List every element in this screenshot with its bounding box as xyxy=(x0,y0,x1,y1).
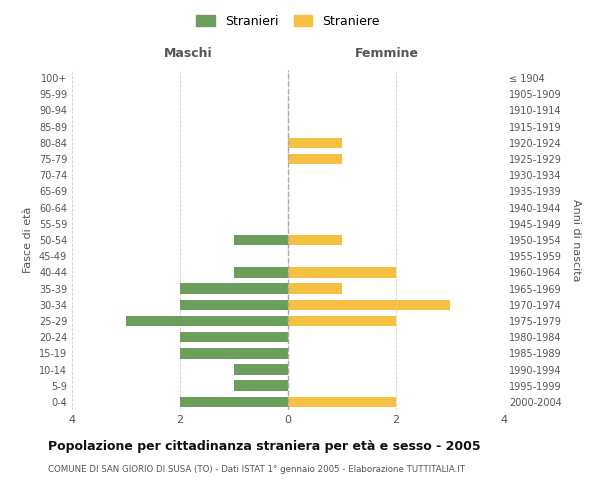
Bar xyxy=(288,154,342,164)
Bar xyxy=(288,300,450,310)
Bar xyxy=(288,316,396,326)
Bar xyxy=(234,267,288,278)
Text: COMUNE DI SAN GIORIO DI SUSA (TO) - Dati ISTAT 1° gennaio 2005 - Elaborazione TU: COMUNE DI SAN GIORIO DI SUSA (TO) - Dati… xyxy=(48,465,465,474)
Bar xyxy=(288,138,342,148)
Text: Maschi: Maschi xyxy=(164,47,213,60)
Bar xyxy=(288,234,342,246)
Bar xyxy=(288,284,342,294)
Text: Popolazione per cittadinanza straniera per età e sesso - 2005: Popolazione per cittadinanza straniera p… xyxy=(48,440,481,453)
Bar xyxy=(234,364,288,375)
Bar xyxy=(180,396,288,407)
Bar xyxy=(180,284,288,294)
Legend: Stranieri, Straniere: Stranieri, Straniere xyxy=(193,11,383,32)
Y-axis label: Fasce di età: Fasce di età xyxy=(23,207,33,273)
Bar xyxy=(234,234,288,246)
Bar xyxy=(234,380,288,391)
Bar xyxy=(180,332,288,342)
Bar xyxy=(180,300,288,310)
Bar xyxy=(180,348,288,358)
Text: Femmine: Femmine xyxy=(355,47,419,60)
Bar xyxy=(126,316,288,326)
Y-axis label: Anni di nascita: Anni di nascita xyxy=(571,198,581,281)
Bar xyxy=(288,396,396,407)
Bar xyxy=(288,267,396,278)
